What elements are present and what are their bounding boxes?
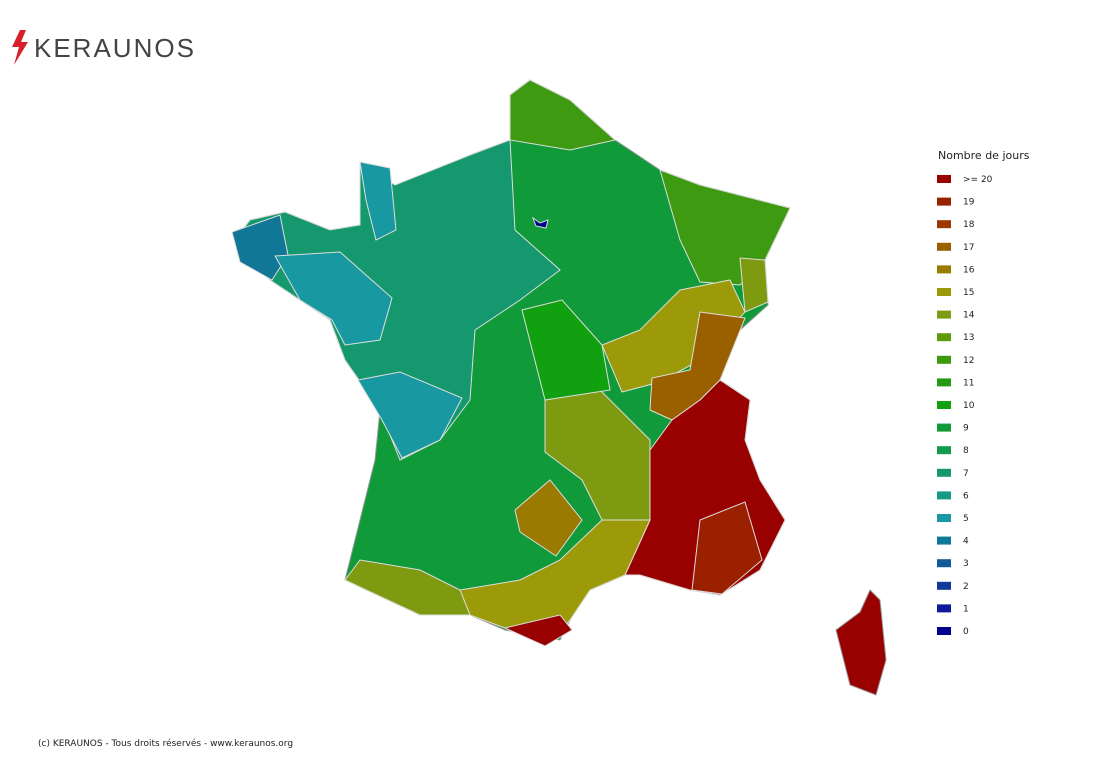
legend-swatch [937, 242, 951, 251]
legend-swatch [937, 288, 951, 296]
legend-title: Nombre de jours [938, 149, 1030, 162]
legend-swatch [937, 355, 951, 364]
logo-icon [12, 30, 28, 65]
legend-label: 14 [963, 311, 975, 321]
legend-label: 11 [963, 378, 974, 388]
legend-label: 7 [963, 469, 969, 479]
legend-label: >= 20 [963, 175, 993, 185]
map-region [231, 214, 289, 281]
legend-swatch [937, 446, 951, 455]
legend-label: 12 [963, 356, 974, 366]
legend-swatch [937, 310, 951, 319]
legend-swatch [937, 220, 951, 229]
logo-text: KERAUNOS [34, 33, 196, 63]
legend-swatch [937, 265, 951, 274]
legend-swatch [937, 175, 951, 183]
map-region [274, 251, 393, 346]
map-region [835, 589, 887, 696]
legend-label: 1 [963, 604, 969, 614]
map-region [359, 161, 397, 241]
map-region [357, 371, 463, 459]
legend-label: 5 [963, 514, 969, 524]
map-region [503, 614, 573, 647]
legend-swatch [937, 627, 951, 635]
legend-label: 6 [963, 491, 969, 501]
map-region [739, 257, 769, 313]
legend-swatch [937, 581, 951, 590]
legend-label: 4 [963, 537, 969, 547]
legend-swatch [937, 604, 951, 613]
legend-swatch [937, 468, 951, 477]
legend: Nombre de jours >= 201918171615141312111… [937, 149, 1030, 637]
legend-label: 18 [963, 220, 975, 230]
legend-swatch [937, 197, 951, 206]
map-region [691, 501, 763, 595]
legend-swatch [937, 559, 951, 568]
legend-swatch [937, 514, 951, 522]
map-region [531, 216, 549, 229]
legend-label: 15 [963, 288, 974, 298]
legend-swatch [937, 536, 951, 545]
map [231, 79, 887, 696]
footer: (c) KERAUNOS - Tous droits réservés - ww… [38, 738, 293, 749]
legend-label: 8 [963, 446, 969, 456]
legend-swatch [937, 401, 951, 409]
map-region [521, 299, 611, 401]
map-region [344, 559, 471, 616]
map-region [509, 79, 617, 151]
legend-label: 19 [963, 198, 975, 208]
legend-swatch [937, 333, 951, 342]
legend-label: 16 [963, 265, 975, 275]
legend-label: 10 [963, 401, 975, 411]
legend-label: 3 [963, 559, 969, 569]
legend-swatch [937, 378, 951, 387]
logo: KERAUNOS [12, 30, 196, 65]
legend-swatch [937, 491, 951, 500]
map-region [514, 479, 583, 557]
map-region [544, 389, 651, 521]
legend-label: 13 [963, 333, 974, 343]
legend-label: 9 [963, 424, 969, 434]
legend-label: 17 [963, 243, 974, 253]
legend-label: 2 [963, 582, 969, 592]
legend-label: 0 [963, 627, 969, 637]
legend-swatch [937, 423, 951, 432]
